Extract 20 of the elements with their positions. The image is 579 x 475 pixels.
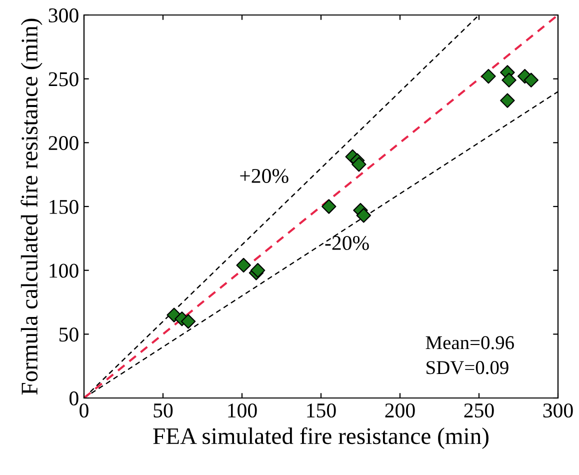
x-tick-label: 300 <box>543 403 573 418</box>
y-tick-label: 150 <box>50 200 78 214</box>
y-tick-label: 300 <box>48 8 78 22</box>
x-axis-title: FEA simulated fire resistance (min) <box>153 427 488 449</box>
x-tick-label: 100 <box>228 403 257 418</box>
annotation: Mean=0.96 <box>426 336 514 350</box>
x-tick-label: 50 <box>154 403 173 418</box>
y-tick-label: 50 <box>60 328 78 342</box>
annotation: +20% <box>240 168 288 184</box>
annotation: -20% <box>325 236 369 250</box>
annotation: SDV=0.09 <box>426 361 508 374</box>
x-tick-label: 150 <box>307 403 336 418</box>
y-tick-label: 200 <box>48 136 78 150</box>
x-tick-label: 200 <box>385 403 415 418</box>
y-axis-title: Formula calculated fire resistance (min) <box>20 18 42 395</box>
y-tick-label: 0 <box>70 391 78 406</box>
x-tick-label: 0 <box>80 403 88 418</box>
x-tick-label: 250 <box>464 403 494 418</box>
y-tick-label: 250 <box>48 72 78 86</box>
y-tick-label: 100 <box>50 264 78 278</box>
